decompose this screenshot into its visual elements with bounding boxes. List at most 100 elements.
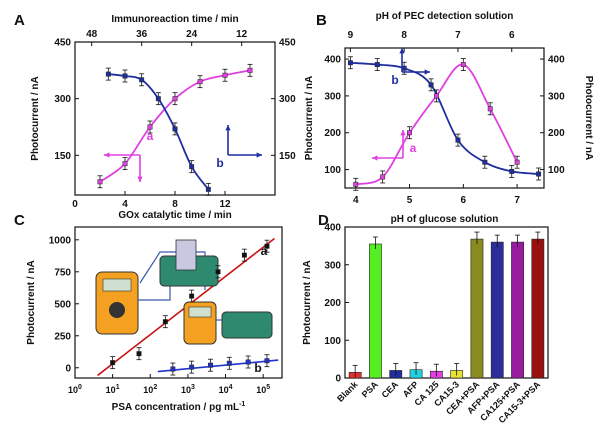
panel-c-x-tick-exponent: 1 xyxy=(116,384,120,391)
panel-a-y-axis-title: Photocurrent / nA xyxy=(30,76,41,160)
panel-a-series-b-point xyxy=(189,164,195,170)
panel-a-series-a-point xyxy=(197,79,203,85)
panel-a-series-a-point xyxy=(147,124,153,130)
panel-c-series-a-point xyxy=(264,243,270,249)
panel-a-y2-tick-label: 150 xyxy=(279,151,296,162)
panel-b-y2-tick-label: 300 xyxy=(548,91,565,102)
panel-b-y-axis-title: Photocurrent / nA xyxy=(304,76,315,160)
panel-b-x-tick-label: 5 xyxy=(407,195,413,206)
panel-a-y-tick-label: 150 xyxy=(54,151,71,162)
panel-d-bar-ca15-3-psa xyxy=(531,238,545,379)
panel-a-series-b-line xyxy=(108,73,210,190)
panel-a-x-tick-label: 12 xyxy=(219,199,231,210)
panel-a-series-b-point xyxy=(105,71,111,77)
panel-b-arrow-a-left-head xyxy=(372,155,378,161)
panel-b-arrow-b-up-head xyxy=(399,48,405,54)
panel-b-annotation-b: b xyxy=(391,73,398,87)
panel-c-annotation-b: b xyxy=(254,361,261,375)
panel-b-series-a-point xyxy=(407,130,412,136)
panel-b-top-tick-label: 9 xyxy=(348,30,354,41)
multimeter-dial xyxy=(109,302,125,318)
panel-b-top-tick-label: 6 xyxy=(509,30,515,41)
panel-c-x-tick-exponent: 0 xyxy=(78,384,82,391)
panel-a-x-tick-label: 4 xyxy=(122,199,128,210)
panel-b-series-a-point xyxy=(460,62,466,68)
panel-a-annotation-b: b xyxy=(216,156,223,170)
panel-b-series-a-point xyxy=(380,174,386,180)
panel-b-y2-tick-label: 400 xyxy=(548,55,565,66)
panel-a-frame xyxy=(74,41,276,196)
panel-b-series-a-point xyxy=(433,93,439,99)
multimeter-display xyxy=(102,278,132,292)
panel-a-arrow-a-down-head xyxy=(137,176,143,182)
panel-c-x-axis-title: PSA concentration / pg mL-1 xyxy=(112,401,246,413)
panel-c-series-b-point xyxy=(264,358,270,364)
cell-vial xyxy=(175,239,197,271)
panel-c-x-tick-label: 104 xyxy=(219,384,233,395)
panel-d-y-tick-label: 300 xyxy=(324,260,341,271)
panel-c-letter: C xyxy=(14,212,25,229)
panel-c-y-tick-label: 1000 xyxy=(49,235,72,246)
panel-c-series-a-point xyxy=(136,351,142,357)
panel-a-series-a-point xyxy=(97,179,103,185)
panel-b-series-a-point xyxy=(487,106,493,112)
panel-b-top-axis-title: pH of PEC detection solution xyxy=(376,11,514,22)
panel-d-y-axis-title: Photocurrent / nA xyxy=(302,260,313,344)
panel-a-series-b-point xyxy=(155,96,161,102)
panel-b-x-tick-label: 4 xyxy=(353,195,359,206)
panel-b-x-tick-label: 6 xyxy=(461,195,467,206)
panel-c-y-axis-title: Photocurrent / nA xyxy=(26,260,37,344)
panel-b-series-b-point xyxy=(374,62,380,68)
panel-b-y-tick-label: 400 xyxy=(324,55,341,66)
panel-b-series-b-point xyxy=(509,168,515,174)
panel-a-top-tick-label: 24 xyxy=(186,29,198,40)
panel-d-bar-cea-psa xyxy=(470,238,484,379)
panel-c-fit-line-b xyxy=(157,359,279,373)
panel-c-x-tick-exponent: 5 xyxy=(266,384,270,391)
panel-a-series-a-point xyxy=(172,96,178,102)
panel-a-letter: A xyxy=(14,12,25,29)
panel-a-x-tick-label: 0 xyxy=(72,199,78,210)
panel-c-y-tick-label: 750 xyxy=(54,267,71,278)
panel-c-series-b-point xyxy=(245,359,251,365)
panel-a-top-tick-label: 48 xyxy=(86,29,98,40)
panel-c-x-tick-label: 103 xyxy=(181,384,195,395)
panel-d-y-tick-label: 400 xyxy=(324,223,341,234)
panel-b-top-tick-label: 8 xyxy=(401,30,407,41)
panel-c-y-tick-label: 500 xyxy=(54,299,71,310)
panel-c-series-a-point xyxy=(110,360,116,366)
panel-a-series-a-point xyxy=(247,67,253,73)
panel-c-x-tick-label: 101 xyxy=(106,384,120,395)
panel-d-y-tick-label: 100 xyxy=(324,336,341,347)
panel-b-y2-tick-label: 100 xyxy=(548,165,565,176)
panel-a-arrow-b-up-head xyxy=(225,125,231,131)
panel-c-frame xyxy=(74,226,283,379)
panel-a-y-tick-label: 450 xyxy=(54,38,71,49)
panel-b-y-tick-label: 200 xyxy=(324,128,341,139)
panel-c-x-tick-exponent: 3 xyxy=(191,384,195,391)
panel-c-x-tick-exponent: 4 xyxy=(229,384,233,391)
panel-d-y-tick-label: 0 xyxy=(335,374,341,385)
panel-b-series-b-point xyxy=(455,137,461,143)
panel-a-series-b-point xyxy=(122,73,128,79)
panel-d-y-tick-label: 200 xyxy=(324,298,341,309)
panel-d-bar-ca125-psa xyxy=(511,241,524,379)
panel-b-y-tick-label: 300 xyxy=(324,91,341,102)
electrochemical-cell-illustration xyxy=(221,311,273,339)
panel-a-series-b-point xyxy=(139,77,145,83)
panel-a-bottom-axis-title: GOx catalytic time / min xyxy=(118,210,231,221)
panel-c-y-tick-label: 250 xyxy=(54,331,71,342)
panel-d-bar-psa xyxy=(369,243,382,379)
panel-b-top-tick-label: 7 xyxy=(455,30,461,41)
panel-a-annotation-a: a xyxy=(147,129,154,143)
panel-d-category-label: PSA xyxy=(360,379,381,400)
panel-c-x-tick-exponent: 2 xyxy=(153,384,157,391)
panel-b-bottom-axis-title: pH of glucose solution xyxy=(391,214,499,225)
multimeter-display xyxy=(188,306,212,318)
panel-c-annotation-a: a xyxy=(261,244,268,258)
panel-a-arrow-a-left-head xyxy=(104,152,110,158)
panel-a-series-b-point xyxy=(205,186,211,192)
panel-b-arrow-b-right-head xyxy=(424,69,430,75)
panel-c-x-tick-label: 100 xyxy=(68,384,82,395)
